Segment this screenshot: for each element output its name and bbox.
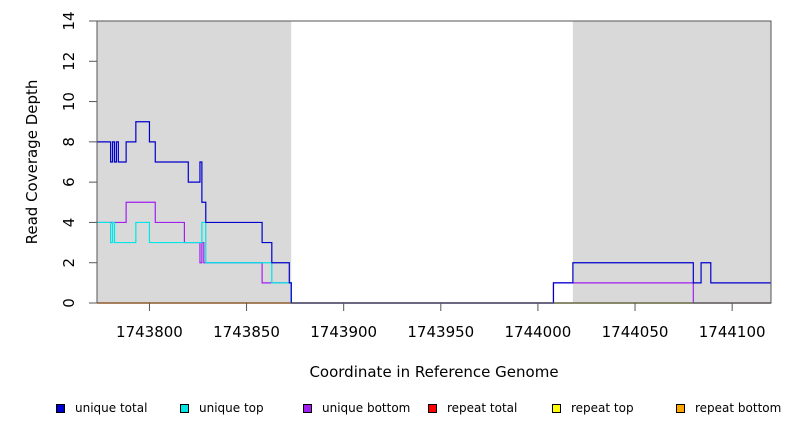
legend-label: repeat total [447, 401, 518, 415]
legend-label: unique top [199, 401, 264, 415]
x-tick-label-5: 1744050 [602, 323, 669, 341]
x-axis-label: Coordinate in Reference Genome [309, 363, 558, 381]
shaded-region-0 [97, 21, 292, 303]
y-tick-label-5: 10 [60, 92, 78, 111]
x-axis: 1743800 1743850 1743900 1743950 1744000 17440… [116, 302, 766, 341]
shaded-region-1 [572, 21, 771, 303]
y-tick-label-3: 6 [60, 177, 78, 187]
y-tick-label-2: 4 [60, 218, 78, 228]
x-tick-label-3: 1743950 [407, 323, 474, 341]
legend-item-2: unique bottom [303, 400, 410, 416]
legend-item-4: repeat top [552, 400, 634, 416]
y-axis-label: Read Coverage Depth [23, 80, 41, 245]
y-axis: 0 2 4 6 8 10 12 14 [60, 11, 97, 308]
legend-label: unique total [75, 401, 148, 415]
legend-swatch [428, 403, 437, 413]
x-tick-label-4: 1744000 [505, 323, 572, 341]
legend-item-0: unique total [56, 400, 147, 416]
series-line-1 [97, 221, 771, 304]
legend-item-3: repeat total [428, 400, 517, 416]
shaded-regions [97, 21, 771, 303]
y-tick-label-4: 8 [60, 137, 78, 147]
x-tick-label-0: 1743800 [116, 323, 183, 341]
legend-swatch [180, 403, 189, 413]
x-tick-label-6: 1744100 [699, 323, 766, 341]
legend-label: repeat top [571, 401, 634, 415]
legend-item-5: repeat bottom [676, 400, 781, 416]
legend-label: unique bottom [322, 401, 411, 415]
legend: unique total unique top unique bottom repea… [0, 400, 792, 420]
y-tick-label-1: 2 [60, 258, 78, 268]
legend-swatch [676, 403, 685, 413]
y-tick-label-0: 0 [60, 298, 78, 308]
legend-item-1: unique top [180, 400, 264, 416]
legend-label: repeat bottom [695, 401, 782, 415]
legend-swatch [56, 403, 65, 413]
x-tick-label-2: 1743900 [310, 323, 377, 341]
series-line-0 [97, 121, 771, 304]
x-tick-label-1: 1743850 [213, 323, 280, 341]
legend-swatch [303, 403, 312, 413]
y-tick-label-7: 14 [60, 11, 78, 30]
y-tick-label-6: 12 [60, 52, 78, 71]
legend-swatch [552, 403, 561, 413]
